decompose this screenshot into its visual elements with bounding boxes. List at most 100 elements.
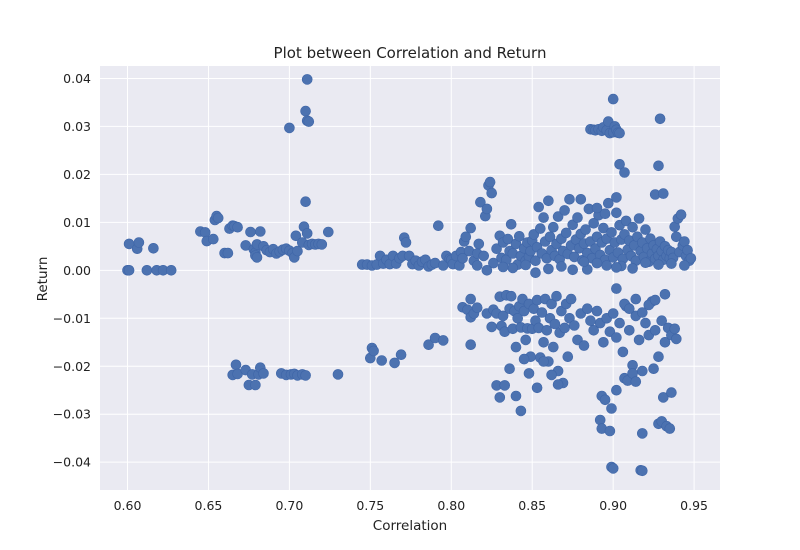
- data-point: [530, 267, 541, 279]
- data-point: [640, 317, 651, 329]
- data-point: [614, 127, 625, 139]
- data-point: [507, 262, 519, 274]
- data-point: [640, 224, 651, 235]
- data-point: [611, 192, 622, 203]
- data-point: [568, 320, 580, 331]
- data-point: [630, 376, 642, 387]
- data-point: [533, 201, 545, 213]
- data-point: [165, 264, 177, 276]
- data-point: [601, 260, 613, 271]
- data-point: [656, 315, 668, 327]
- data-point: [588, 324, 600, 336]
- data-point: [559, 205, 570, 216]
- tick-labels: 0.60 0.65 0.70 0.75 0.80 0.85 0.90 0.95 −0.04 −0.…: [53, 71, 708, 513]
- data-point: [497, 261, 509, 273]
- data-point: [520, 259, 532, 271]
- data-point: [611, 262, 622, 273]
- data-point: [389, 357, 400, 369]
- data-point: [481, 203, 493, 215]
- data-point: [580, 224, 591, 235]
- y-tick-label: 0.01: [63, 215, 91, 230]
- data-point: [303, 116, 315, 127]
- data-point: [538, 212, 549, 223]
- data-point: [653, 259, 664, 270]
- data-point: [591, 305, 603, 317]
- data-point: [300, 105, 311, 117]
- data-point: [332, 369, 344, 380]
- data-point: [465, 222, 477, 234]
- data-point: [212, 212, 224, 224]
- data-point: [322, 226, 334, 238]
- data-point: [575, 194, 587, 205]
- data-point: [551, 290, 562, 302]
- chart-title: Plot between Correlation and Return: [274, 44, 547, 62]
- data-point: [611, 207, 622, 219]
- data-point: [290, 230, 302, 242]
- data-point: [670, 333, 682, 345]
- data-point: [611, 283, 622, 294]
- x-tick-label: 0.60: [114, 498, 142, 513]
- data-point: [460, 231, 472, 243]
- data-point: [598, 222, 609, 234]
- data-point: [675, 209, 687, 220]
- data-point: [368, 345, 379, 357]
- data-point: [604, 425, 616, 437]
- data-point: [578, 256, 590, 268]
- data-point: [611, 332, 622, 343]
- data-point: [620, 215, 632, 227]
- x-tick-label: 0.65: [195, 498, 223, 513]
- data-point: [669, 323, 681, 335]
- y-tick-label: 0.02: [63, 167, 91, 182]
- data-point: [432, 220, 444, 231]
- data-point: [473, 238, 485, 250]
- data-point: [588, 218, 600, 229]
- data-point: [465, 293, 477, 305]
- data-point: [594, 414, 606, 426]
- data-point: [636, 365, 648, 377]
- data-point: [494, 392, 506, 403]
- data-point: [556, 261, 567, 272]
- data-point: [208, 233, 219, 245]
- data-point: [606, 403, 617, 414]
- data-point: [649, 324, 661, 336]
- data-point: [547, 341, 559, 353]
- data-point: [599, 394, 611, 406]
- data-point: [300, 370, 311, 381]
- y-tick-label: 0.04: [63, 71, 91, 86]
- data-point: [666, 258, 677, 269]
- data-point: [518, 353, 530, 365]
- data-point: [292, 245, 303, 257]
- data-point: [648, 363, 659, 375]
- data-point: [607, 308, 619, 319]
- data-point: [654, 113, 666, 125]
- data-point: [636, 465, 648, 477]
- data-point: [199, 227, 211, 238]
- data-point: [481, 264, 493, 276]
- x-axis-label: Correlation: [373, 518, 447, 534]
- y-tick-label: 0.00: [63, 263, 91, 278]
- data-point: [301, 74, 313, 85]
- data-point: [653, 160, 664, 172]
- data-point: [148, 243, 159, 254]
- data-point: [607, 93, 619, 105]
- data-point: [614, 317, 625, 329]
- data-point: [437, 335, 449, 346]
- data-point: [598, 336, 609, 348]
- data-point: [611, 384, 622, 396]
- data-point: [617, 346, 629, 358]
- data-point: [251, 252, 263, 263]
- data-points: [122, 74, 697, 477]
- data-point: [606, 227, 617, 238]
- data-point: [400, 237, 412, 248]
- data-point: [670, 231, 682, 243]
- data-point: [630, 293, 642, 305]
- data-point: [230, 359, 242, 371]
- x-tick-label: 0.75: [356, 498, 384, 513]
- data-point: [567, 264, 579, 276]
- data-point: [602, 197, 614, 209]
- data-point: [685, 252, 697, 264]
- data-point: [614, 159, 625, 170]
- y-tick-label: −0.02: [53, 359, 91, 374]
- y-tick-label: −0.03: [53, 407, 91, 422]
